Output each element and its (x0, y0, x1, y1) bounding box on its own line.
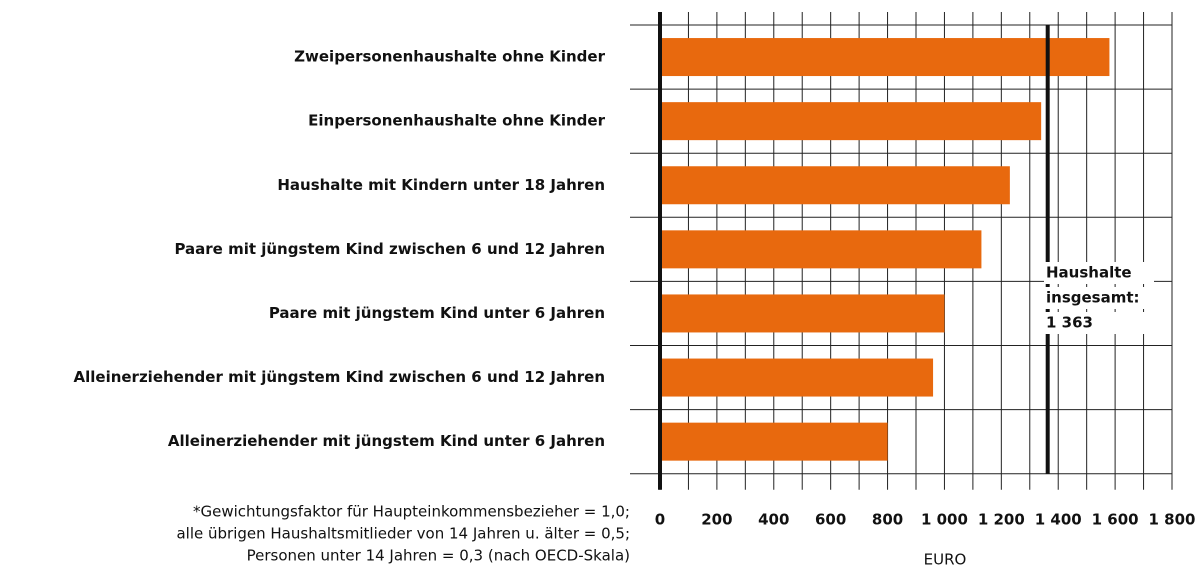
bar (660, 102, 1042, 141)
x-tick-label: 600 (815, 511, 846, 529)
bar (660, 422, 888, 461)
x-tick-label: 1 800 (1149, 511, 1196, 529)
annotation-bg (1044, 262, 1154, 284)
annotation: 1 363 (1046, 314, 1093, 332)
x-tick-label: 200 (701, 511, 732, 529)
category-label: Alleinerziehender mit jüngstem Kind zwis… (74, 368, 606, 386)
x-tick-label: 1 400 (1035, 511, 1082, 529)
annotation: Haushalte (1046, 264, 1132, 282)
x-tick-label: 400 (758, 511, 789, 529)
annotation: insgesamt: (1046, 289, 1140, 307)
footnote: *Gewichtungsfaktor für Haupteinkommensbe… (193, 503, 630, 521)
category-label: Einpersonenhaushalte ohne Kinder (308, 112, 605, 130)
category-label: Haushalte mit Kindern unter 18 Jahren (277, 176, 605, 194)
x-axis-label: EURO (924, 551, 967, 569)
bar (660, 358, 934, 397)
bar (660, 38, 1110, 77)
category-label: Alleinerziehender mit jüngstem Kind unte… (168, 432, 605, 450)
x-tick-label: 1 600 (1092, 511, 1139, 529)
x-tick-label: 1 200 (978, 511, 1025, 529)
annotation-bg (1044, 287, 1154, 309)
annotation-bg (1044, 312, 1154, 334)
bar (660, 294, 945, 333)
footnote: Personen unter 14 Jahren = 0,3 (nach OEC… (247, 547, 630, 565)
x-tick-label: 800 (872, 511, 903, 529)
x-tick-label: 1 000 (921, 511, 968, 529)
category-label: Paare mit jüngstem Kind unter 6 Jahren (269, 304, 605, 322)
category-label: Zweipersonenhaushalte ohne Kinder (294, 48, 605, 66)
footnote: alle übrigen Haushaltsmitlieder von 14 J… (176, 525, 630, 543)
category-label: Paare mit jüngstem Kind zwischen 6 und 1… (174, 240, 605, 258)
bar (660, 230, 982, 269)
x-tick-label: 0 (655, 511, 665, 529)
bar (660, 166, 1010, 205)
